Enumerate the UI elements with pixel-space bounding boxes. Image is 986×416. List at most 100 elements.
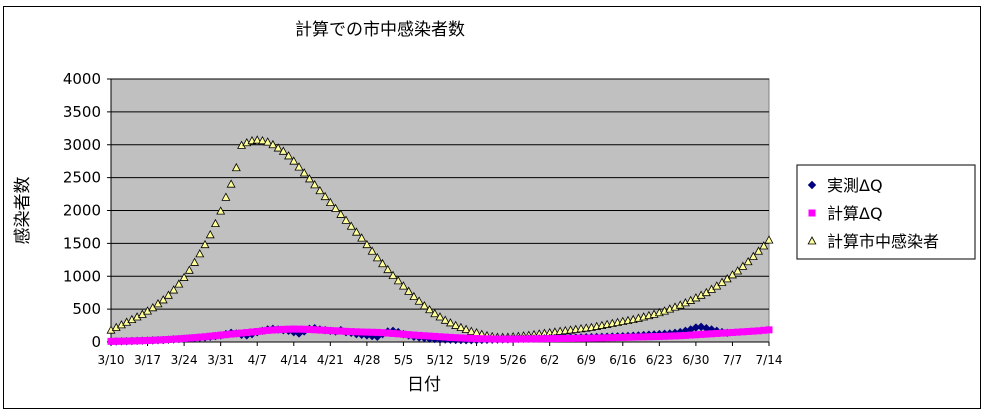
data-point-triangle: [257, 135, 267, 145]
x-tick-label: 5/19: [463, 353, 490, 367]
data-point-triangle: [738, 261, 748, 270]
x-tick-label: 6/30: [682, 353, 709, 367]
x-tick-label: 3/31: [207, 353, 234, 367]
legend-label: 計算市中感染者: [827, 232, 939, 251]
chart-title: 計算での市中感染者数: [295, 20, 465, 40]
data-point-triangle: [179, 272, 189, 281]
data-point-triangle: [759, 241, 769, 250]
data-point-triangle: [216, 206, 226, 215]
data-point-triangle: [430, 308, 440, 318]
chart-frame: 計算での市中感染者数 感染者数 日付 0 500 1000 1500 2000 2500 3…: [3, 6, 981, 409]
series-triangle: [106, 135, 774, 341]
x-tick-label: 5/26: [500, 353, 527, 367]
data-point-triangle: [743, 256, 753, 266]
data-point-triangle: [169, 285, 179, 294]
data-point-triangle: [764, 235, 774, 244]
data-point-triangle: [200, 239, 210, 249]
data-point-triangle: [456, 322, 466, 331]
x-tick-label: 6/16: [609, 353, 636, 367]
data-point-triangle: [163, 290, 173, 299]
data-point-triangle: [357, 233, 367, 242]
legend-marker-triangle: [807, 236, 817, 245]
data-point-triangle: [367, 246, 377, 255]
data-point-triangle: [425, 304, 435, 314]
x-tick-label: 3/10: [98, 353, 125, 367]
data-point-triangle: [754, 246, 764, 255]
x-tick-label: 5/5: [394, 353, 413, 367]
data-point-triangle: [451, 320, 461, 329]
y-tick-label: 4000: [63, 70, 101, 88]
data-point-triangle: [336, 209, 346, 218]
y-tick-label: 1500: [63, 234, 101, 252]
data-point-triangle: [466, 326, 476, 335]
data-point-square: [765, 326, 773, 334]
data-point-triangle: [404, 286, 414, 295]
data-point-triangle: [331, 203, 341, 212]
x-tick-label: 7/14: [756, 353, 783, 367]
data-point-triangle: [210, 218, 220, 228]
x-tick-label: 3/17: [134, 353, 161, 367]
data-point-triangle: [393, 276, 403, 285]
data-point-triangle: [445, 318, 455, 327]
data-point-triangle: [148, 302, 158, 312]
data-point-triangle: [378, 258, 388, 268]
data-point-triangle: [252, 135, 262, 144]
data-point-triangle: [174, 279, 184, 288]
data-point-triangle: [748, 251, 758, 260]
data-point-triangle: [268, 139, 278, 149]
legend: 実測ΔQ 計算ΔQ 計算市中感染者: [796, 164, 976, 260]
data-point-triangle: [383, 264, 393, 274]
data-point-triangle: [190, 257, 200, 266]
x-tick-label: 5/12: [427, 353, 454, 367]
data-point-triangle: [346, 221, 356, 230]
plot-area: 0 500 1000 1500 2000 2500 3000 3500 4000 3/10 3/17…: [63, 70, 783, 367]
data-point-triangle: [273, 143, 283, 152]
data-point-triangle: [299, 168, 309, 177]
y-tick-label: 2000: [63, 202, 101, 220]
data-point-triangle: [294, 162, 304, 171]
data-point-triangle: [372, 253, 382, 262]
x-tick-label: 4/21: [317, 353, 344, 367]
data-point-triangle: [341, 215, 351, 224]
y-tick-label: 1000: [63, 267, 101, 285]
data-point-triangle: [722, 274, 732, 283]
data-point-triangle: [325, 197, 335, 207]
chart-canvas: 計算での市中感染者数 感染者数 日付 0 500 1000 1500 2000 2500 3…: [13, 20, 976, 395]
data-point-triangle: [388, 270, 398, 279]
x-tick-label: 4/7: [248, 353, 267, 367]
data-point-triangle: [320, 191, 330, 201]
data-point-triangle: [440, 315, 450, 324]
data-point-triangle: [461, 324, 471, 333]
data-point-triangle: [435, 312, 445, 321]
data-point-triangle: [304, 174, 314, 183]
y-tick-label: 500: [72, 300, 101, 318]
data-point-triangle: [315, 185, 325, 195]
data-point-triangle: [733, 266, 743, 275]
data-point-triangle: [398, 281, 408, 290]
data-point-triangle: [221, 192, 231, 201]
legend-marker-square: [808, 209, 816, 217]
series-square: [107, 325, 773, 345]
data-point-triangle: [195, 249, 205, 258]
data-point-triangle: [351, 227, 361, 236]
data-point-triangle: [409, 291, 419, 301]
data-point-triangle: [362, 239, 372, 249]
data-point-triangle: [284, 151, 294, 160]
legend-marker-diamond: [807, 180, 817, 190]
data-point-triangle: [158, 295, 168, 304]
data-point-triangle: [419, 300, 429, 310]
y-tick-label: 0: [91, 333, 101, 351]
data-point-triangle: [263, 137, 273, 146]
data-point-triangle: [278, 146, 288, 155]
legend-label: 実測ΔQ: [827, 176, 883, 195]
legend-label: 計算ΔQ: [827, 204, 883, 223]
y-axis-title: 感染者数: [13, 177, 33, 245]
data-point-triangle: [184, 265, 194, 274]
x-tick-label: 6/2: [540, 353, 559, 367]
y-tick-label: 3000: [63, 136, 101, 154]
data-point-triangle: [231, 162, 241, 172]
x-tick-label: 6/23: [646, 353, 673, 367]
data-point-triangle: [289, 156, 299, 165]
data-point-triangle: [205, 229, 215, 239]
x-tick-label: 3/24: [171, 353, 198, 367]
